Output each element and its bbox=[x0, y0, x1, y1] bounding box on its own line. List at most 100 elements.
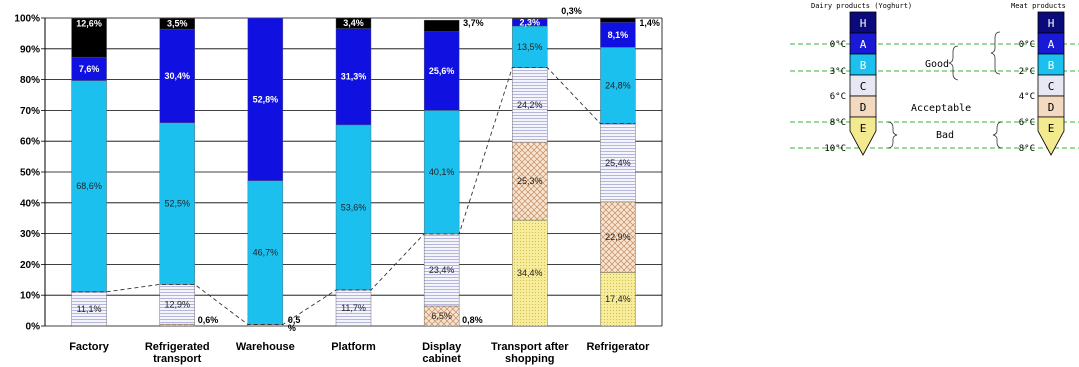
category-label: Warehouse bbox=[236, 341, 295, 353]
dairy-temp-label: 6°C bbox=[830, 92, 846, 102]
bad-brace-right bbox=[992, 121, 1003, 149]
bar-segment-h bbox=[600, 17, 636, 23]
bar-segment-b bbox=[600, 47, 636, 124]
bar-segment-c bbox=[71, 291, 107, 327]
bar-value-label: 46,7% bbox=[253, 248, 279, 258]
bar-value-label: 30,4% bbox=[164, 71, 190, 81]
bar-segment-h bbox=[71, 18, 107, 58]
category-label: Display bbox=[422, 341, 462, 353]
meat-temp-label: 4°C bbox=[1019, 92, 1035, 102]
bar-value-label: 24,8% bbox=[605, 80, 631, 90]
category-label: Refrigerator bbox=[586, 341, 650, 353]
bar-segment-h bbox=[512, 17, 548, 20]
bar-value-label: 17,4% bbox=[605, 294, 631, 304]
trend-line bbox=[71, 67, 636, 325]
y-tick-label: 80% bbox=[20, 75, 40, 86]
grade-letter: E bbox=[860, 122, 867, 135]
bar-value-label: 0,8% bbox=[462, 315, 483, 325]
y-tick-label: 40% bbox=[20, 198, 40, 209]
meat-temp-label: 6°C bbox=[1019, 118, 1035, 128]
bar-value-label: 3,4% bbox=[343, 18, 364, 28]
grade-letter: B bbox=[1048, 59, 1055, 72]
grade-letter: D bbox=[1048, 101, 1055, 114]
dairy-temp-label: 8°C bbox=[830, 118, 846, 128]
bar-value-label: 3,5% bbox=[167, 18, 188, 28]
bar-segment-e bbox=[512, 219, 548, 327]
bar-segment-h bbox=[159, 18, 195, 30]
bar-segment-c bbox=[159, 284, 195, 325]
meat-title: Meat products bbox=[1011, 2, 1066, 10]
stacked-bar-chart: 0% 10% 20% 30% 40% 50% 60% 70% 80% 90% 100% 11,1% 6… bbox=[14, 6, 663, 365]
quality-grade-legend: Dairy products (Yoghurt) Meat products H… bbox=[790, 2, 1079, 156]
bar-labels: 11,1% 68,6% 7,6% 12,6% 0,6% 12,9% 52,5% 30,4% 3,… bbox=[76, 6, 660, 333]
category-label: shopping bbox=[505, 353, 555, 365]
y-tick-label: 50% bbox=[20, 168, 40, 179]
bar-value-label: 1,4% bbox=[639, 18, 660, 28]
bar-value-label: 68,6% bbox=[76, 181, 102, 191]
category-label: Platform bbox=[331, 341, 376, 353]
grade-letter: H bbox=[1048, 17, 1055, 30]
grade-letter: D bbox=[860, 101, 867, 114]
bar-value-label: 40,1% bbox=[429, 167, 455, 177]
grade-letter: C bbox=[860, 80, 867, 93]
bar-value-label: 6,5% bbox=[431, 311, 452, 321]
bar-value-label: 25,3% bbox=[517, 176, 543, 186]
meat-temp-label: 8°C bbox=[1019, 144, 1035, 154]
grade-letter: C bbox=[1048, 80, 1055, 93]
bar-value-label: 12,6% bbox=[76, 18, 102, 28]
grade-letter: E bbox=[1048, 122, 1055, 135]
grade-letter: A bbox=[860, 38, 867, 51]
bar-value-label: 22,9% bbox=[605, 232, 631, 242]
bar-segment-h bbox=[335, 17, 372, 29]
grade-letter: B bbox=[860, 59, 867, 72]
y-tick-label: 90% bbox=[20, 44, 40, 55]
bar-value-label: 0,5 bbox=[288, 315, 301, 325]
bad-label: Bad bbox=[936, 130, 954, 141]
category-label: Transport after bbox=[491, 341, 569, 353]
bar-segment-a bbox=[247, 17, 284, 181]
bar-segment-c bbox=[423, 233, 460, 307]
bar-value-label: 0,3% bbox=[561, 6, 582, 16]
bar-segment-c bbox=[600, 123, 636, 203]
bar-segment-a bbox=[335, 28, 372, 126]
bar-value-label: 7,6% bbox=[79, 64, 100, 74]
bar-segment-b bbox=[71, 80, 107, 293]
dairy-title: Dairy products (Yoghurt) bbox=[811, 2, 912, 10]
bar-value-label: 12,9% bbox=[164, 299, 190, 309]
meat-temp-label: 0°C bbox=[1019, 40, 1035, 50]
bar-value-label: 0,6% bbox=[198, 315, 219, 325]
y-tick-label: 0% bbox=[26, 322, 41, 333]
bar-segment-b bbox=[159, 122, 195, 285]
bar-segment-d bbox=[159, 323, 195, 327]
bar-segment-b bbox=[512, 25, 548, 68]
y-tick-label: 70% bbox=[20, 106, 40, 117]
bar-value-label: 24,2% bbox=[517, 100, 543, 110]
dairy-temp-label: 3°C bbox=[830, 67, 846, 77]
dairy-temp-label: 10°C bbox=[824, 144, 846, 154]
grade-box-e bbox=[1037, 116, 1065, 156]
bar-value-label: 2,3% bbox=[520, 17, 541, 27]
good-label: Good bbox=[925, 59, 949, 70]
bar-value-label: 34,4% bbox=[517, 268, 543, 278]
grade-letter: H bbox=[860, 17, 867, 30]
y-tick-label: 30% bbox=[20, 229, 40, 240]
grade-c-trend-line bbox=[71, 67, 636, 325]
bar-value-label: 11,7% bbox=[341, 303, 366, 313]
bar-segment-b bbox=[335, 124, 372, 291]
category-label: transport bbox=[153, 353, 202, 365]
category-label: cabinet bbox=[422, 353, 461, 365]
bar-value-label: % bbox=[288, 323, 296, 333]
category-label: Refrigerated bbox=[145, 341, 210, 353]
bar-segment-a bbox=[159, 28, 195, 123]
acceptable-label: Acceptable bbox=[911, 103, 971, 114]
bar-value-label: 25,4% bbox=[605, 158, 631, 168]
bar-value-label: 3,7% bbox=[463, 18, 484, 28]
dairy-temp-label: 0°C bbox=[830, 40, 846, 50]
good-brace-right bbox=[948, 45, 959, 81]
bar-value-label: 8,1% bbox=[608, 30, 629, 40]
bar-segment-h bbox=[423, 19, 460, 32]
bar-value-label: 31,3% bbox=[341, 72, 367, 82]
bar-segment-d bbox=[600, 201, 636, 273]
y-tick-label: 20% bbox=[20, 260, 40, 271]
category-label: Factory bbox=[69, 341, 110, 353]
